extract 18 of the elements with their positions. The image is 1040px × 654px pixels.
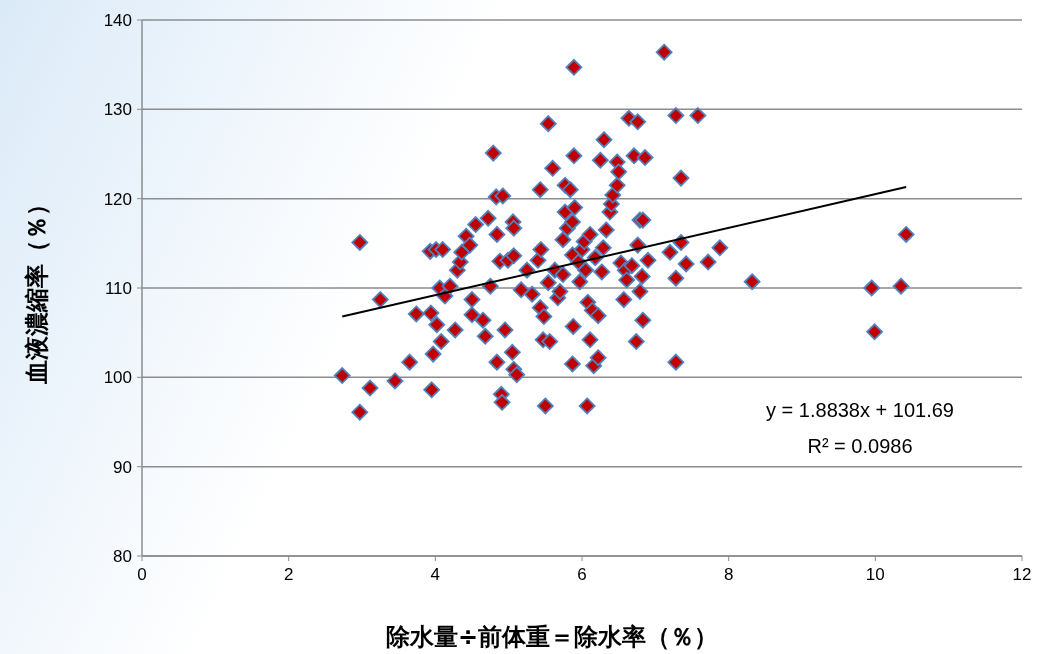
y-axis-title: 血液濃縮率（％） xyxy=(23,192,51,385)
x-axis-title: 除水量÷前体重＝除水率（％） xyxy=(385,623,719,651)
x-tick-label: 4 xyxy=(430,565,441,584)
y-tick-label: 140 xyxy=(103,11,132,30)
annotation: y = 1.8838x + 101.69 xyxy=(766,399,954,421)
annotation: R² = 0.0986 xyxy=(807,435,913,457)
y-tick-label: 120 xyxy=(103,189,132,209)
y-tick-label: 80 xyxy=(113,547,132,566)
y-tick-label: 90 xyxy=(113,457,132,477)
x-tick-label: 8 xyxy=(723,565,734,584)
x-tick-label: 6 xyxy=(577,565,587,584)
x-tick-label: 2 xyxy=(283,565,294,584)
x-tick-label: 10 xyxy=(865,565,885,584)
y-tick-label: 110 xyxy=(104,279,132,298)
x-tick-label: 12 xyxy=(1012,565,1032,584)
y-tick-label: 100 xyxy=(103,368,132,388)
y-tick-label: 130 xyxy=(103,100,132,120)
x-tick-label: 0 xyxy=(137,565,147,584)
